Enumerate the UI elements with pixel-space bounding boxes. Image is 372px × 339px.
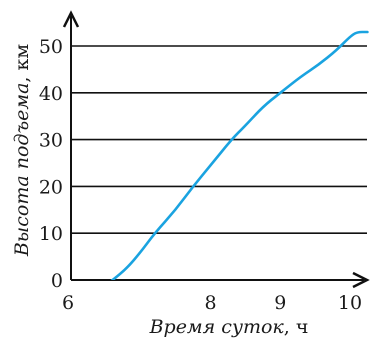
y-tick-label: 50 bbox=[39, 36, 63, 58]
x-tick-label: 8 bbox=[204, 292, 216, 314]
y-axis-label-unit: км bbox=[11, 44, 33, 71]
y-tick-labels: 0 10 20 30 40 50 bbox=[39, 36, 63, 292]
x-axis-label-unit: ч bbox=[296, 316, 309, 338]
y-tick-label: 40 bbox=[39, 83, 63, 105]
y-axis-arrow bbox=[62, 10, 80, 28]
y-axis-label-name: Высота подъема bbox=[11, 83, 33, 258]
x-axis-label-sep: , bbox=[284, 316, 296, 338]
y-tick-label: 10 bbox=[39, 223, 63, 245]
series-line bbox=[110, 30, 369, 280]
x-tick-labels: 6 8 9 10 bbox=[62, 292, 362, 314]
x-tick-label: 6 bbox=[62, 292, 74, 314]
x-tick-label: 9 bbox=[274, 292, 286, 314]
y-tick-label: 20 bbox=[39, 176, 63, 198]
gridlines bbox=[71, 45, 367, 234]
y-tick-label: 30 bbox=[39, 130, 63, 152]
x-tick-label: 10 bbox=[338, 292, 362, 314]
axes bbox=[62, 10, 370, 289]
x-axis-label: Время суток, ч bbox=[149, 316, 309, 338]
x-axis-label-name: Время суток bbox=[149, 316, 285, 338]
y-axis-label-sep: , bbox=[11, 70, 33, 82]
y-axis-label: Высота подъема, км bbox=[11, 44, 33, 258]
y-tick-label: 0 bbox=[51, 270, 63, 292]
x-axis-arrow bbox=[352, 271, 370, 289]
